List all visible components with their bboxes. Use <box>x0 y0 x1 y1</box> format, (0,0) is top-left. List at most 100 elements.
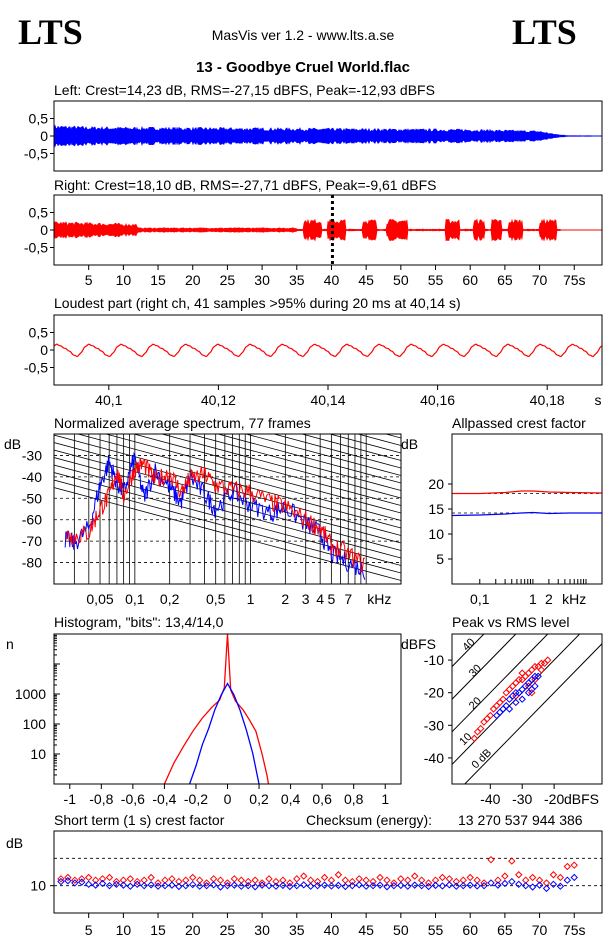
short-term-point-left <box>300 881 308 889</box>
histogram-xtick: -0,8 <box>89 791 113 807</box>
short-term-point-left <box>78 878 86 886</box>
spectrum-slope-line <box>133 434 401 506</box>
short-term-xtick: 40 <box>324 922 340 938</box>
short-term-point-right <box>154 879 162 887</box>
short-term-point-right <box>133 877 141 886</box>
short-term-point-left <box>84 880 93 889</box>
peak-rms-ylabel: dBFS <box>401 636 436 652</box>
spectrum-xtick: 3 <box>302 591 310 607</box>
spectrum-xtick: kHz <box>367 591 391 607</box>
spectrum-slope-line <box>442 434 606 584</box>
peak-rms-point-left <box>505 705 514 713</box>
left-wave-plot <box>54 124 602 148</box>
short-term-point-right <box>563 862 572 871</box>
peak-rms-ytick: -10 <box>424 652 444 668</box>
allpassed-series-right <box>452 490 602 495</box>
spectrum-slope-line <box>189 434 401 491</box>
short-term-point-left <box>202 881 211 890</box>
short-term-point-left <box>230 881 239 889</box>
loudest-part-ytick: 0 <box>40 342 48 358</box>
short-term-point-left <box>272 882 280 890</box>
loudest-part-xtick: 40,18 <box>530 392 565 408</box>
spectrum-slope-line <box>54 479 401 574</box>
short-term-point-left <box>140 881 148 890</box>
short-term-point-right <box>168 875 176 883</box>
histogram-xtick: 0,4 <box>281 791 301 807</box>
short-term-point-left <box>411 881 419 889</box>
short-term-point-left <box>244 881 252 890</box>
peak-rms-diagonal-label: 40 <box>460 636 477 653</box>
short-term-point-left <box>313 881 322 890</box>
peak-rms-diagonal <box>452 634 485 667</box>
short-term-point-left <box>404 882 412 890</box>
short-term-point-left <box>71 879 79 887</box>
short-term-point-left <box>480 881 488 890</box>
peak-rms-point-left <box>492 711 501 720</box>
short-term-xtick: 45 <box>358 922 374 938</box>
spectrum-slope-line <box>329 434 401 454</box>
short-term-point-left <box>362 882 370 890</box>
histogram-xtick: -1 <box>64 791 77 807</box>
right-wave-xtick: 75s <box>563 272 586 288</box>
spectrum-xtick: 0,05 <box>86 591 113 607</box>
histogram-xtick: 1 <box>381 791 389 807</box>
peak-rms-point-left <box>502 702 510 710</box>
peak-rms-point-left <box>512 688 520 697</box>
loudest-part-frame <box>53 314 603 386</box>
spectrum-slope-line <box>273 434 401 469</box>
peak-rms-xtick: -20 <box>544 791 564 807</box>
short-term-point-left <box>417 881 426 890</box>
short-term-xtick: 35 <box>289 922 305 938</box>
short-term-point-left <box>556 882 565 890</box>
app-title: MasVis ver 1.2 - www.lts.a.se <box>212 27 395 43</box>
peak-rms-point-left <box>496 708 504 716</box>
short-term-xtick: 30 <box>254 922 270 938</box>
peak-rms-point-right <box>496 698 504 707</box>
peak-rms-point-left <box>531 672 539 681</box>
right-wave-ytick: -0,5 <box>24 240 48 256</box>
short-term-point-right <box>189 873 197 882</box>
peak-rms-diagonal <box>452 634 549 733</box>
short-term-xtick: 10 <box>116 922 132 938</box>
histogram-xtick: -0,2 <box>184 791 208 807</box>
peak-rms-point-left <box>518 695 526 703</box>
right-wave-xtick: 20 <box>185 272 201 288</box>
short-term-point-right <box>383 876 391 884</box>
short-term-point-right <box>556 873 565 882</box>
short-term-point-right <box>293 875 301 883</box>
short-term-point-left <box>286 882 294 891</box>
allpassed-ytick: 5 <box>436 551 444 567</box>
peak-rms-point-right <box>492 702 501 710</box>
spectrum-slope-line <box>54 442 401 536</box>
short-term-point-left <box>459 881 467 890</box>
spectrum-slope-line <box>526 434 606 584</box>
spectrum-plot <box>54 434 606 584</box>
short-term-point-left <box>258 881 266 889</box>
spectrum-slope-line <box>54 457 401 551</box>
short-term-point-left <box>383 883 391 891</box>
short-term-point-left <box>195 882 204 890</box>
short-term-point-right <box>244 877 252 886</box>
short-term-point-right <box>431 876 440 884</box>
allpassed-xtick: 1 <box>529 591 537 607</box>
short-term-point-left <box>424 882 433 891</box>
right-wave-title: Right: Crest=18,10 dB, RMS=-27,71 dBFS, … <box>54 177 436 193</box>
short-term-point-left <box>112 880 121 889</box>
short-term-point-left <box>327 882 336 890</box>
loudest-part-xtick: s <box>595 392 602 408</box>
allpassed-ytick: 10 <box>428 526 444 542</box>
short-term-point-right <box>487 855 495 864</box>
spectrum-xtick: 7 <box>344 591 352 607</box>
short-term-point-right <box>91 876 100 884</box>
spectrum-slope-line <box>554 434 606 584</box>
file-title: 13 - Goodbye Cruel World.flac <box>196 59 410 76</box>
histogram-ylabel: n <box>6 636 14 652</box>
right-wave-xtick: 60 <box>462 272 478 288</box>
short-term-point-right <box>528 873 537 882</box>
short-term-point-right <box>237 876 245 884</box>
short-term-point-left <box>528 883 537 891</box>
peak-rms-diagonal-label: 0 dB <box>470 747 494 771</box>
short-term-point-left <box>57 877 65 886</box>
spectrum-frame <box>53 433 402 585</box>
